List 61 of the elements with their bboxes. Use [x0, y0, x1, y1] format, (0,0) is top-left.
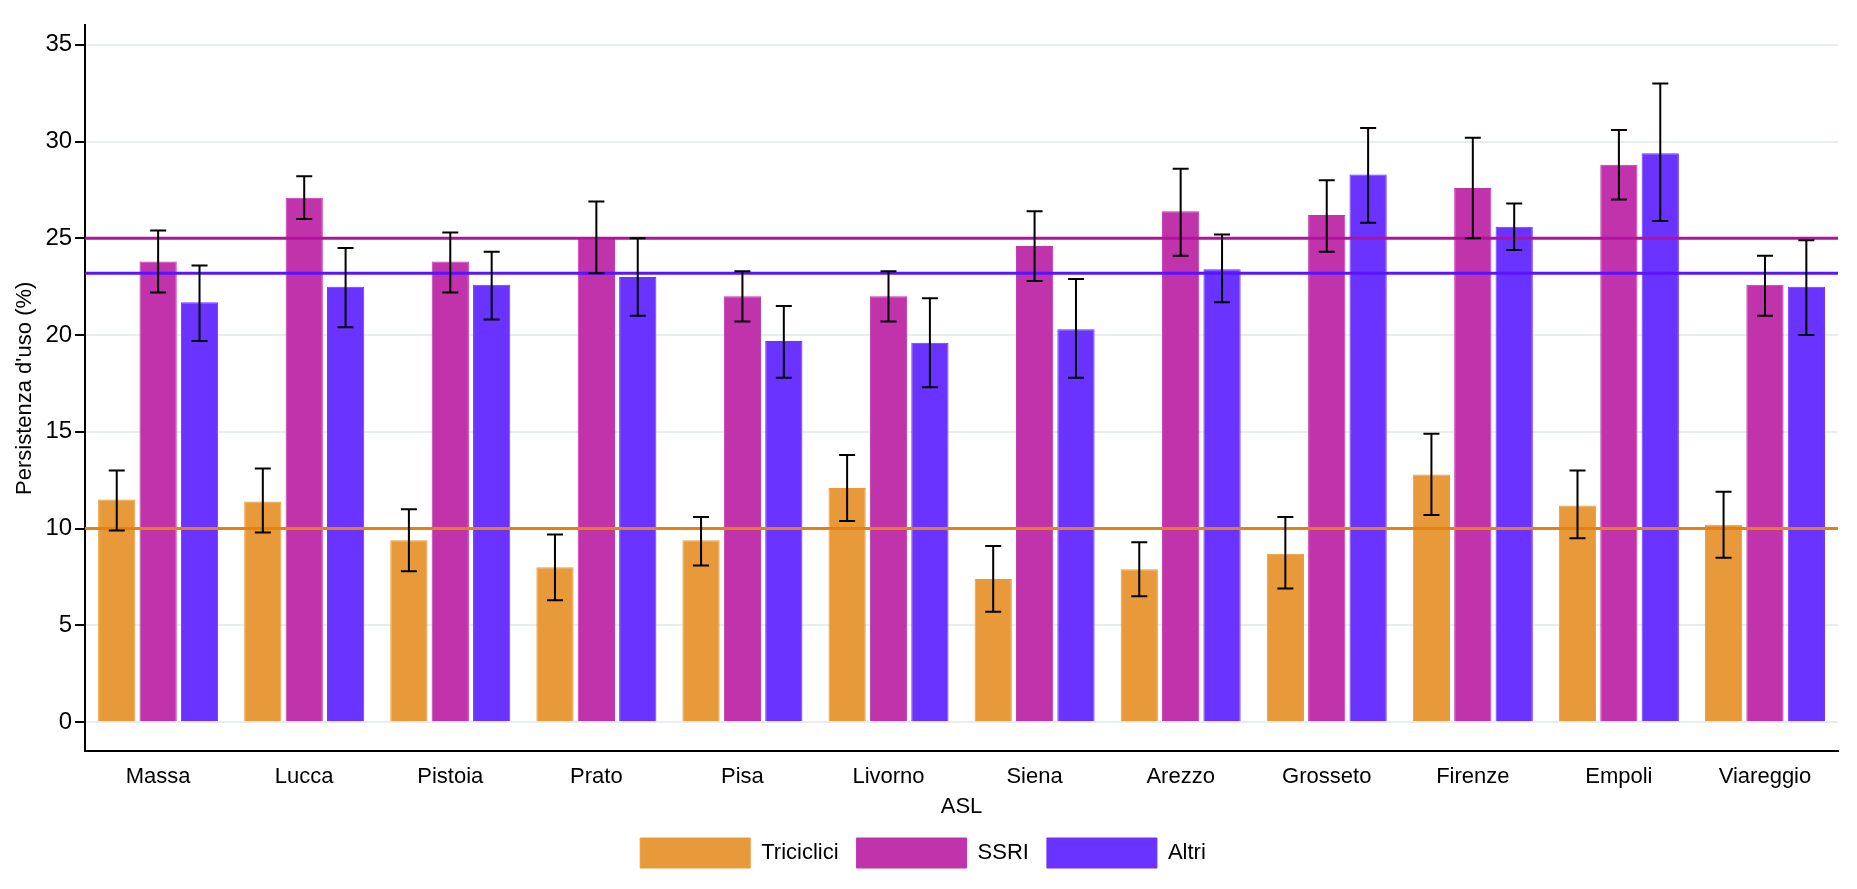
bar — [326, 286, 365, 722]
bar — [1412, 474, 1451, 722]
y-tick-label: 10 — [45, 513, 73, 541]
bar — [974, 578, 1012, 722]
bar — [1162, 211, 1200, 722]
bar — [1704, 524, 1743, 722]
x-axis-title: ASL — [940, 792, 983, 818]
bar — [577, 238, 615, 722]
x-tick-label: Viareggio — [1718, 763, 1812, 789]
bar — [139, 261, 177, 722]
bar — [98, 499, 136, 722]
x-tick-label: Pistoia — [417, 763, 485, 789]
x-tick-label: Massa — [125, 763, 192, 789]
bar — [1641, 153, 1679, 722]
bar — [1746, 284, 1784, 722]
bar — [536, 567, 574, 722]
bar — [1349, 174, 1387, 722]
x-tick-label: Pisa — [721, 763, 765, 789]
bar — [869, 296, 908, 722]
bar — [1266, 553, 1304, 722]
legend-label: SSRI — [977, 839, 1029, 865]
bar — [1203, 269, 1241, 722]
bar — [1015, 246, 1054, 722]
legend-label: Triciclici — [761, 839, 839, 865]
x-tick-label: Arezzo — [1146, 763, 1215, 789]
y-tick-label: 25 — [45, 222, 73, 250]
bar — [911, 342, 949, 722]
bar — [1558, 505, 1597, 722]
bar — [244, 501, 282, 722]
bar — [180, 302, 219, 722]
bar — [828, 487, 866, 722]
x-tick-label: Firenze — [1436, 763, 1510, 789]
bar — [723, 296, 762, 722]
legend-label: Altri — [1167, 839, 1206, 865]
y-tick-label: 5 — [58, 610, 73, 638]
y-tick-label: 15 — [45, 416, 73, 444]
bar — [431, 261, 469, 722]
bar — [473, 284, 511, 722]
bar — [1057, 329, 1095, 722]
y-tick-label: 30 — [45, 126, 73, 154]
bar — [682, 540, 720, 722]
bar — [619, 277, 657, 722]
x-tick-label: Siena — [1006, 763, 1064, 789]
bar — [390, 540, 428, 722]
bar — [1495, 226, 1533, 722]
bar — [1120, 569, 1158, 722]
y-tick-label: 35 — [45, 29, 73, 57]
bar — [1787, 286, 1825, 722]
x-tick-label: Grosseto — [1282, 763, 1372, 789]
bar — [1308, 215, 1346, 722]
y-tick-label: 20 — [45, 319, 73, 347]
x-tick-label: Prato — [570, 763, 623, 789]
bar — [285, 197, 323, 722]
bar — [765, 340, 803, 722]
x-tick-label: Lucca — [274, 763, 335, 789]
x-tick-label: Livorno — [852, 763, 925, 789]
x-tick-label: Empoli — [1585, 763, 1653, 789]
bar — [1454, 187, 1492, 722]
bar — [1600, 164, 1638, 722]
y-tick-label: 0 — [58, 706, 73, 734]
y-axis-title: Persistenza d'uso (%) — [11, 281, 37, 495]
